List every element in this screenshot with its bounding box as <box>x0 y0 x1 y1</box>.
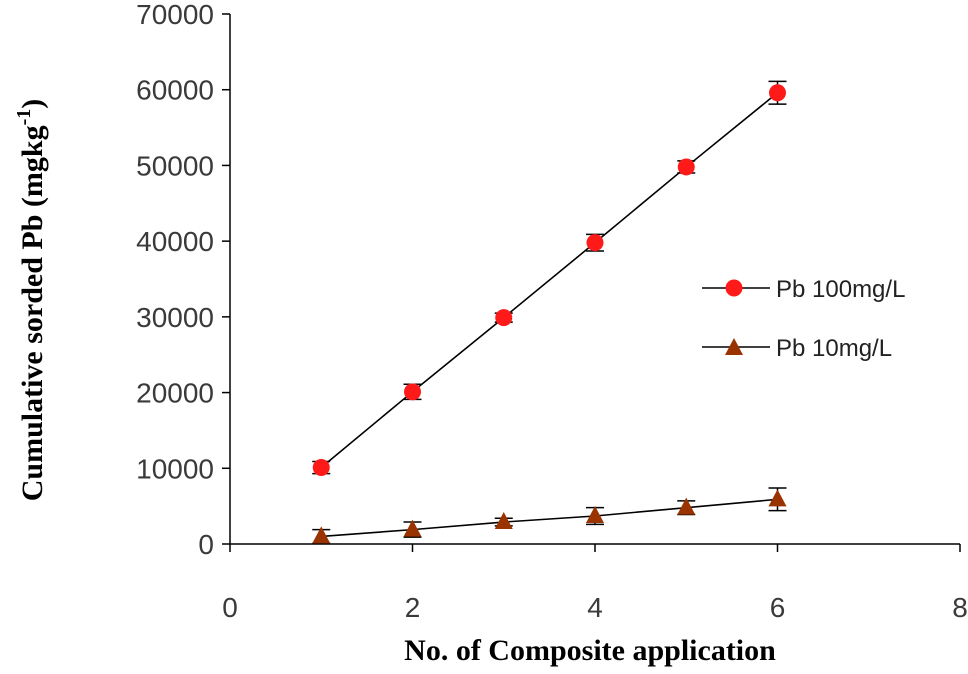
series-1 <box>312 487 787 544</box>
data-point <box>768 489 787 507</box>
x-tick-label: 0 <box>222 592 238 623</box>
y-tick-label: 10000 <box>136 453 214 484</box>
data-point <box>312 526 331 544</box>
axes <box>222 13 961 552</box>
series-layer <box>312 80 787 544</box>
x-tick-label: 4 <box>587 592 603 623</box>
y-axis-title: Cumulative sorded Pb (mgkg-1) <box>13 99 49 502</box>
data-point <box>586 505 604 523</box>
data-point <box>677 158 695 176</box>
data-point <box>586 234 604 252</box>
legend-item-0: Pb 100mg/L <box>702 276 905 303</box>
y-tick-label: 70000 <box>136 0 214 30</box>
data-point <box>404 383 421 401</box>
series-0 <box>312 80 787 477</box>
legend-label-0: Pb 100mg/L <box>776 276 905 303</box>
y-tick-label: 30000 <box>136 302 214 333</box>
legend-marker-1 <box>725 338 743 355</box>
y-axis-title-sup: -1 <box>13 109 35 126</box>
y-tick-label: 50000 <box>136 150 214 181</box>
x-tick-label: 2 <box>405 592 421 623</box>
y-axis-title-close: ) <box>16 99 49 109</box>
legend-marker-0 <box>725 279 743 297</box>
data-point <box>312 459 330 477</box>
legend: Pb 100mg/L Pb 10mg/L <box>702 276 905 362</box>
legend-item-1: Pb 10mg/L <box>702 335 892 362</box>
series-line-1 <box>321 498 778 538</box>
y-tick-label: 20000 <box>136 378 214 409</box>
data-point <box>677 497 696 515</box>
data-point <box>495 309 513 327</box>
y-tick-label: 0 <box>198 529 214 560</box>
y-tick-label: 60000 <box>136 75 214 106</box>
data-point <box>769 84 786 102</box>
tick-labels: 0 10000 20000 30000 40000 50000 60000 70000 0 2 4 6… <box>136 0 968 623</box>
x-axis-title: No. of Composite application <box>404 634 776 667</box>
series-line-0 <box>320 92 779 469</box>
data-point <box>403 519 422 537</box>
y-axis-title-main: Cumulative sorded Pb (mgkg <box>16 125 49 501</box>
y-tick-label: 40000 <box>136 226 214 257</box>
x-tick-label: 6 <box>770 592 786 623</box>
data-point <box>494 512 513 530</box>
x-tick-label: 8 <box>952 592 968 623</box>
legend-label-1: Pb 10mg/L <box>776 335 892 362</box>
